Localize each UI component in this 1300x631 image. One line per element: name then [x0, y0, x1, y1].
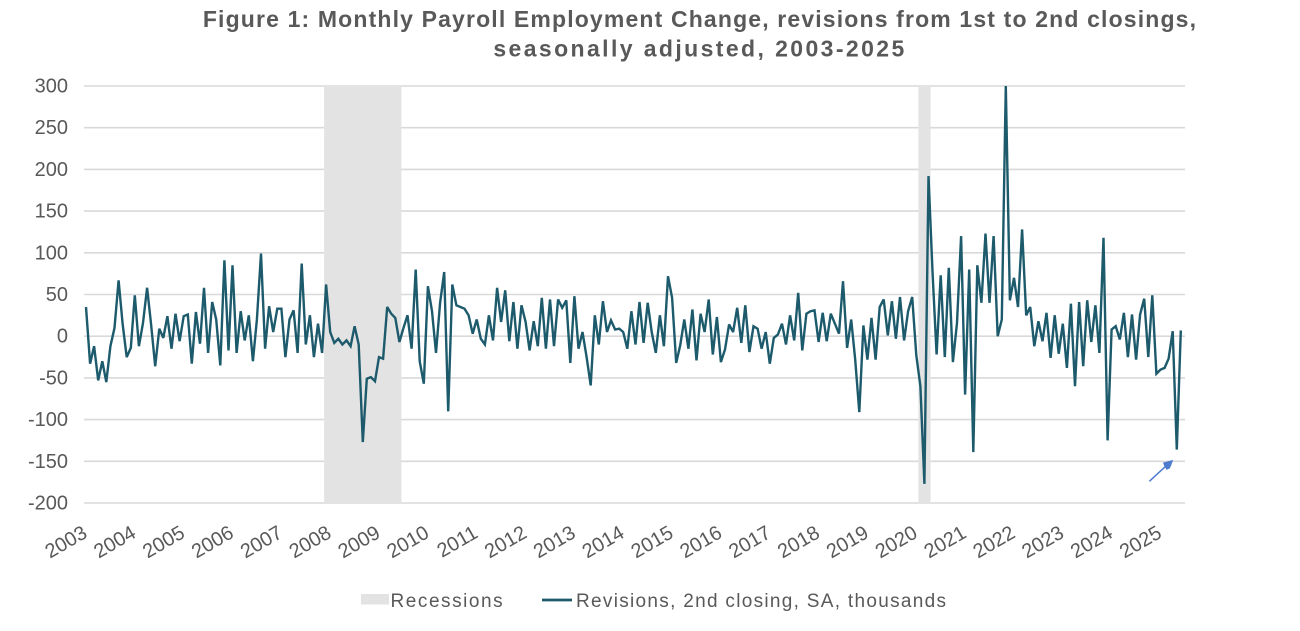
svg-text:-100: -100 — [28, 409, 68, 431]
svg-text:150: 150 — [35, 201, 68, 223]
svg-text:-50: -50 — [39, 367, 68, 389]
svg-text:-200: -200 — [28, 493, 68, 515]
svg-text:Revisions, 2nd closing, SA, th: Revisions, 2nd closing, SA, thousands — [576, 591, 947, 612]
svg-text:50: 50 — [46, 284, 68, 306]
svg-text:seasonally adjusted, 2003-2025: seasonally adjusted, 2003-2025 — [493, 36, 906, 62]
svg-text:-150: -150 — [28, 451, 68, 473]
svg-text:200: 200 — [35, 159, 68, 181]
svg-text:0: 0 — [57, 326, 68, 348]
svg-text:100: 100 — [35, 242, 68, 264]
svg-text:Figure 1: Monthly Payroll Empl: Figure 1: Monthly Payroll Employment Cha… — [203, 6, 1197, 32]
svg-text:300: 300 — [35, 76, 68, 98]
svg-text:250: 250 — [35, 117, 68, 139]
svg-text:Recessions: Recessions — [391, 591, 505, 612]
